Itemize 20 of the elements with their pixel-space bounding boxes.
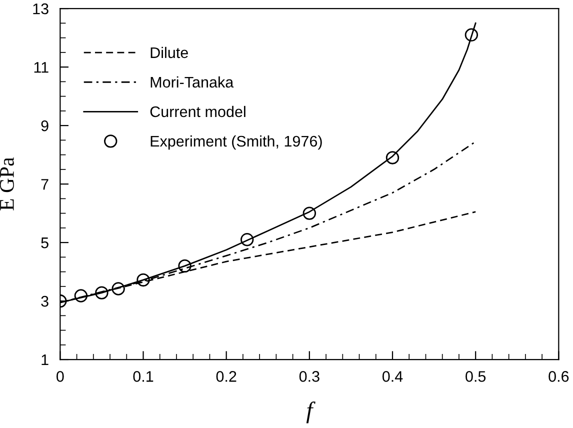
x-tick-label: 0.2 — [216, 371, 236, 382]
x-tick-label: 0.5 — [466, 371, 486, 382]
y-tick-label: 9 — [41, 120, 48, 132]
x-tick-label: 0.3 — [299, 371, 320, 382]
x-axis-title: f — [306, 402, 316, 424]
x-tick-label: 0.1 — [133, 371, 154, 382]
y-tick-label: 11 — [34, 62, 48, 73]
x-tick-label: 0.4 — [382, 371, 403, 382]
legend-label: Experiment (Smith, 1976) — [150, 135, 322, 150]
y-tick-label: 13 — [33, 3, 48, 14]
y-tick-label: 5 — [41, 238, 48, 248]
y-tick-label: 1 — [42, 354, 48, 366]
x-tick-label: 0 — [56, 371, 64, 382]
legend-label: Mori-Tanaka — [150, 76, 234, 88]
y-tick-label: 3 — [41, 296, 48, 307]
y-tick-label: 7 — [41, 179, 48, 190]
y-axis-title: E GPa — [0, 157, 14, 210]
legend-label: Dilute — [150, 46, 188, 58]
x-tick-label: 0.6 — [548, 371, 569, 382]
legend-label: Current model — [150, 106, 246, 118]
